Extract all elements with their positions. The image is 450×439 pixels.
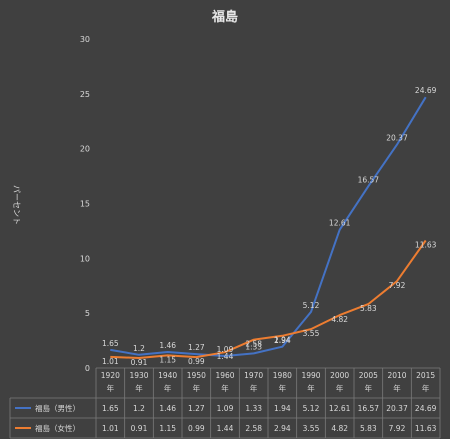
- table-value-cell: 0.91: [131, 424, 148, 433]
- table-value-cell: 12.61: [329, 404, 351, 413]
- y-axis-label-group: パーセント: [12, 185, 21, 225]
- table-value-cell: 7.92: [389, 424, 406, 433]
- table-value-cell: 4.82: [331, 424, 348, 433]
- table-value-cell: 2.94: [274, 424, 291, 433]
- category-year-label: 1940: [158, 371, 177, 380]
- data-label: 5.83: [360, 304, 377, 313]
- category-year-label: 2005: [359, 371, 378, 380]
- category-unit-label: 年: [422, 383, 430, 393]
- legend-series-name: 福島（男性）: [35, 403, 80, 413]
- series-line: [110, 96, 427, 357]
- category-year-label: 1950: [187, 371, 206, 380]
- data-label: 16.57: [358, 175, 380, 184]
- y-tick-label: 20: [80, 145, 90, 154]
- table-value-cell: 5.83: [360, 424, 377, 433]
- legend-series-name: 福島（女性）: [35, 423, 80, 433]
- chart-title: 福島: [211, 9, 238, 25]
- data-label: 3.55: [303, 329, 320, 338]
- category-unit-label: 年: [307, 383, 315, 393]
- table-value-cell: 1.27: [188, 404, 205, 413]
- data-label: 12.61: [329, 219, 351, 228]
- data-label: 2.94: [274, 336, 291, 345]
- category-unit-label: 年: [393, 383, 401, 393]
- data-label: 24.69: [415, 86, 437, 95]
- table-value-cell: 1.15: [159, 424, 176, 433]
- category-unit-label: 年: [135, 383, 143, 393]
- data-label: 11.63: [415, 240, 437, 249]
- category-unit-label: 年: [365, 383, 373, 393]
- table-value-cell: 1.46: [159, 404, 176, 413]
- data-table: 1920 年 1930 年 1940 年 1950 年 1960 年 1970 年 1980 年 1990 年…: [9, 367, 441, 439]
- category-year-label: 1990: [301, 371, 320, 380]
- table-value-cell: 1.01: [102, 424, 119, 433]
- category-year-label: 1980: [273, 371, 292, 380]
- category-unit-label: 年: [164, 383, 172, 393]
- table-value-cell: 1.09: [217, 404, 234, 413]
- y-tick-label: 30: [80, 35, 90, 44]
- series-lines: [110, 96, 427, 359]
- data-label: 1.2: [133, 344, 145, 353]
- data-label: 1.65: [102, 339, 119, 348]
- table-value-cell: 1.44: [217, 424, 234, 433]
- table-value-cell: 1.2: [133, 404, 145, 413]
- category-year-label: 1930: [129, 371, 148, 380]
- y-tick-label: 0: [85, 364, 90, 373]
- data-label: 1.44: [217, 352, 234, 361]
- category-year-label: 2010: [387, 371, 406, 380]
- category-unit-label: 年: [193, 383, 201, 393]
- data-label: 1.33: [245, 342, 262, 351]
- category-unit-label: 年: [250, 383, 258, 393]
- table-value-cell: 1.65: [102, 404, 119, 413]
- y-tick-label: 15: [80, 200, 90, 209]
- data-label: 1.15: [159, 355, 176, 364]
- data-label: 1.01: [102, 357, 119, 366]
- category-year-label: 2000: [330, 371, 349, 380]
- category-unit-label: 年: [221, 383, 229, 393]
- category-year-label: 1970: [244, 371, 263, 380]
- data-label: 1.09: [217, 345, 234, 354]
- category-unit-label: 年: [336, 383, 344, 393]
- table-value-cell: 1.94: [274, 404, 291, 413]
- category-year-label: 1960: [215, 371, 234, 380]
- data-label: 0.91: [131, 358, 148, 367]
- category-unit-label: 年: [279, 383, 287, 393]
- table-value-cell: 5.12: [303, 404, 320, 413]
- category-unit-label: 年: [107, 383, 115, 393]
- data-label: 1.46: [159, 341, 176, 350]
- table-value-cell: 11.63: [415, 424, 437, 433]
- table-value-cell: 20.37: [386, 404, 408, 413]
- table-value-cell: 1.33: [245, 404, 262, 413]
- data-label: 2.58: [245, 340, 262, 349]
- series-line: [110, 239, 427, 359]
- table-value-cell: 3.55: [303, 424, 320, 433]
- data-label: 1.27: [188, 343, 205, 352]
- data-label: 7.92: [389, 281, 406, 290]
- category-year-label: 2015: [416, 371, 435, 380]
- data-label: 1.94: [274, 336, 291, 345]
- data-label: 0.99: [188, 357, 205, 366]
- data-labels: 1.65 1.2 1.46 1.27 1.09 1.33 1.94 5.12 12.61 16.5…: [102, 86, 437, 367]
- y-tick-label: 10: [80, 254, 90, 263]
- y-tick-label: 5: [85, 309, 90, 318]
- table-value-cell: 16.57: [358, 404, 380, 413]
- data-label: 20.37: [386, 134, 408, 143]
- table-value-cell: 24.69: [415, 404, 437, 413]
- y-axis-label: パーセント: [12, 185, 21, 225]
- y-axis-ticks: 0 5 10 15 20 25 30: [80, 35, 90, 373]
- table-value-cell: 2.58: [245, 424, 262, 433]
- category-year-label: 1920: [101, 371, 120, 380]
- data-label: 5.12: [303, 301, 320, 310]
- y-tick-label: 25: [80, 90, 90, 99]
- data-label: 4.82: [331, 315, 348, 324]
- table-value-cell: 0.99: [188, 424, 205, 433]
